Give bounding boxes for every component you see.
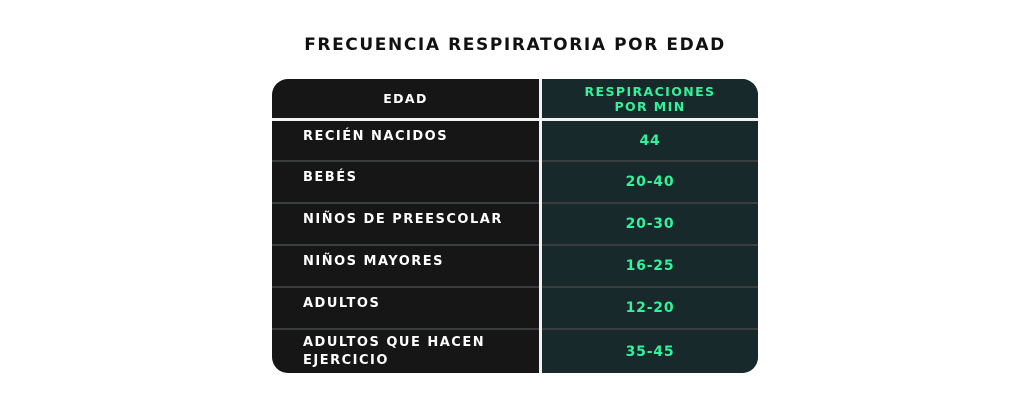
row-divider [272,160,758,162]
table-row-age: ADULTOS [303,296,381,311]
table-row-rate: 20-30 [625,216,675,232]
table-row-age: ADULTOS QUE HACEN EJERCICIO [303,330,533,373]
header-rate-line1: RESPIRACIONES [584,83,716,99]
table-row-age: NIÑOS MAYORES [303,254,445,269]
table-row-rate: 16-25 [625,258,675,274]
row-divider [272,286,758,288]
header-rate-line2: POR MIN [614,98,686,114]
table-row-age-line1: ADULTOS QUE HACEN [303,334,486,350]
table-row-rate: 35-45 [625,343,675,360]
header-rate: RESPIRACIONES POR MIN [542,79,758,118]
page-title: FRECUENCIA RESPIRATORIA POR EDAD [304,35,726,55]
table-row-rate: 44 [639,132,661,149]
column-divider [539,79,542,373]
row-divider [272,244,758,246]
table-row-rate: 20-40 [625,174,675,190]
rate-column-background [542,79,758,373]
respiratory-rate-table: EDAD RESPIRACIONES POR MIN RECIÉN NACIDO… [272,79,758,373]
table-row-age: NIÑOS DE PREESCOLAR [303,212,503,227]
table-row-rate: 12-20 [625,300,675,316]
table-row-age: BEBÉS [303,170,358,185]
header-age: EDAD [383,91,428,106]
table-row-age-line2: EJERCICIO [303,352,389,368]
row-divider [272,202,758,204]
row-divider [272,328,758,330]
header-divider [272,118,758,121]
table-row-age: RECIÉN NACIDOS [303,128,449,144]
